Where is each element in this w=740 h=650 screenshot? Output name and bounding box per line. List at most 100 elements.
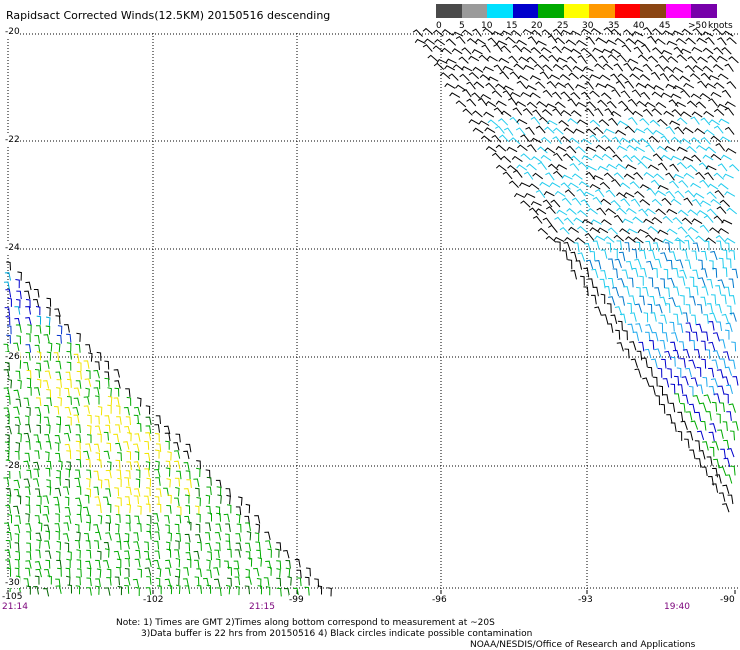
wind-barb: [585, 146, 597, 152]
wind-barb: [577, 55, 587, 64]
wind-barb: [716, 413, 721, 424]
wind-barb: [705, 237, 717, 244]
wind-barb: [568, 226, 579, 233]
wind-barb: [104, 587, 111, 596]
wind-barb: [671, 136, 682, 144]
wind-barb: [710, 91, 722, 98]
wind-barb: [619, 313, 627, 324]
wind-barb: [65, 478, 70, 488]
wind-barb: [635, 323, 643, 333]
wind-barb: [703, 314, 709, 324]
wind-barb: [35, 306, 41, 316]
wind-barb: [113, 550, 121, 560]
wind-barb: [655, 63, 665, 72]
wind-barb: [581, 28, 592, 35]
wind-barb: [154, 496, 160, 506]
wind-barb: [482, 27, 494, 35]
wind-barb: [696, 430, 705, 441]
wind-barb: [556, 57, 568, 63]
wind-barb: [542, 199, 553, 208]
wind-barb: [35, 532, 42, 542]
wind-barb: [227, 577, 232, 587]
wind-barb: [554, 216, 564, 225]
wind-barb: [682, 127, 694, 134]
wind-barb: [35, 325, 42, 334]
wind-barb: [559, 226, 570, 235]
wind-barb: [592, 175, 604, 181]
wind-barb: [25, 352, 31, 361]
wind-barb: [117, 497, 122, 507]
wind-barb: [615, 329, 621, 340]
wind-barb: [530, 116, 541, 125]
wind-barb: [686, 431, 694, 441]
footnote-credit: NOAA/NESDIS/Office of Research and Appli…: [470, 640, 696, 650]
wind-barb: [432, 45, 444, 53]
wind-barb: [156, 567, 162, 578]
wind-barb: [466, 98, 477, 107]
wind-barb: [589, 74, 601, 80]
wind-barb: [703, 110, 714, 118]
wind-barb: [684, 65, 695, 73]
wind-barb: [26, 551, 32, 561]
wind-barb: [729, 295, 736, 305]
wind-barb: [655, 395, 660, 406]
wind-barb: [427, 54, 438, 62]
wind-barb: [115, 424, 121, 433]
wind-barb: [15, 469, 21, 479]
wind-barb: [623, 330, 628, 341]
wind-barb: [591, 294, 597, 305]
wind-barb: [627, 323, 635, 334]
wind-barb: [523, 171, 534, 180]
wind-barb: [685, 322, 693, 332]
wind-barb: [154, 550, 161, 560]
wind-barb: [137, 568, 142, 578]
wind-barb: [607, 323, 614, 333]
wind-barb: [705, 411, 712, 421]
wind-barb: [304, 576, 310, 586]
wind-barb: [276, 577, 282, 587]
wind-barb: [86, 567, 92, 577]
wind-barb: [724, 393, 729, 404]
wind-barb: [607, 258, 614, 268]
wind-barb: [245, 542, 251, 552]
wind-barb: [596, 207, 607, 216]
wind-barb: [115, 442, 122, 452]
wind-barb: [668, 297, 676, 307]
wind-barb: [592, 196, 603, 205]
wind-barb: [594, 63, 605, 70]
wind-barb: [93, 540, 100, 550]
wind-barb: [680, 358, 686, 368]
wind-barb: [637, 54, 649, 62]
wind-barb: [707, 475, 714, 486]
wind-barb: [133, 406, 141, 416]
wind-barb: [85, 521, 91, 531]
wind-barb: [721, 219, 733, 225]
wind-barb: [618, 100, 629, 109]
wind-barb: [668, 74, 680, 82]
wind-barb: [15, 324, 22, 333]
wind-barb: [687, 209, 699, 216]
wind-barb: [584, 81, 594, 90]
wind-barb: [530, 201, 542, 206]
wind-barb: [107, 395, 113, 406]
wind-barb: [185, 552, 192, 561]
wind-barb: [677, 323, 684, 333]
wind-barb: [651, 108, 662, 116]
wind-barb: [632, 31, 644, 37]
wind-barb: [670, 356, 676, 367]
wind-barb: [639, 184, 651, 190]
wind-barb: [173, 442, 180, 451]
wind-barb: [83, 396, 90, 405]
wind-barb: [664, 145, 676, 152]
wind-barb: [648, 249, 656, 260]
wind-barb: [664, 350, 672, 361]
wind-barb: [193, 550, 200, 560]
wind-barb: [583, 286, 589, 297]
wind-barb: [145, 432, 152, 441]
wind-barb: [215, 558, 221, 568]
wind-barb: [124, 585, 130, 594]
wind-barb: [163, 487, 169, 497]
footnote-line-2: 3)Data buffer is 22 hrs from 20150516 4)…: [141, 629, 533, 639]
wind-barb: [174, 523, 180, 533]
wind-barb: [695, 171, 706, 180]
